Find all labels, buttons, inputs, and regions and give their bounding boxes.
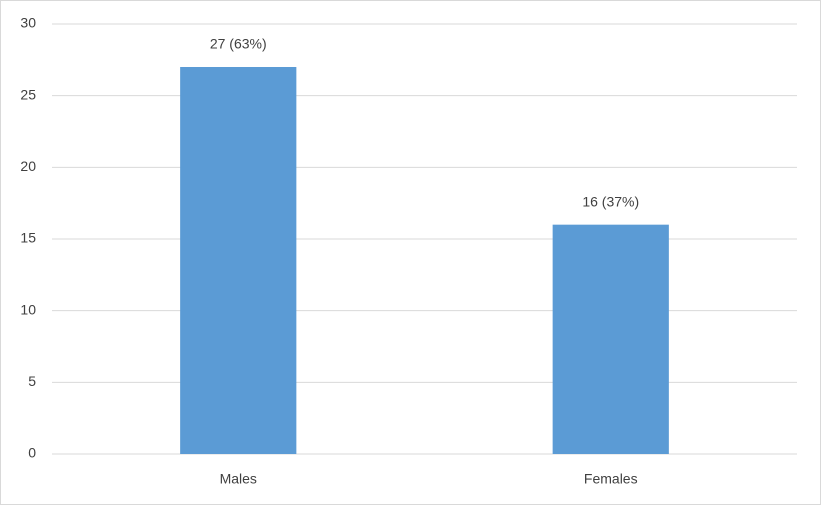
data-label: 16 (37%) bbox=[582, 193, 639, 209]
bar bbox=[180, 67, 297, 454]
bar bbox=[552, 224, 669, 454]
y-tick-label: 25 bbox=[20, 86, 36, 102]
x-tick-label: Males bbox=[220, 471, 257, 487]
y-tick-label: 20 bbox=[20, 158, 36, 174]
y-tick-label: 0 bbox=[28, 445, 36, 461]
data-label: 27 (63%) bbox=[210, 36, 267, 52]
y-tick-label: 30 bbox=[20, 15, 36, 31]
y-tick-label: 15 bbox=[20, 230, 36, 246]
x-tick-label: Females bbox=[584, 471, 638, 487]
y-tick-label: 10 bbox=[20, 301, 36, 317]
y-tick-label: 5 bbox=[28, 373, 36, 389]
